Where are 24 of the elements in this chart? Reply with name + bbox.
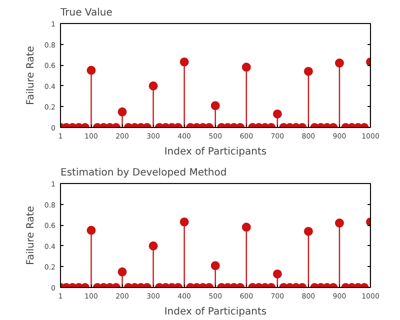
x-axis-title: Index of Participants bbox=[164, 146, 267, 158]
point bbox=[86, 226, 96, 235]
y-axis-title: Failure Rate bbox=[25, 206, 36, 266]
point bbox=[148, 81, 158, 90]
chart-title: Estimation by Developed Method bbox=[60, 168, 227, 178]
point bbox=[334, 218, 344, 228]
point bbox=[210, 101, 220, 110]
chart-title: True Value bbox=[60, 8, 112, 18]
point bbox=[242, 222, 251, 232]
point bbox=[86, 66, 96, 75]
y-axis-title: Failure Rate bbox=[25, 46, 36, 106]
point bbox=[148, 241, 158, 250]
point bbox=[118, 107, 127, 116]
point bbox=[118, 267, 127, 276]
x-axis-title: Index of Participants bbox=[164, 306, 267, 318]
point bbox=[210, 261, 220, 270]
point bbox=[242, 62, 251, 72]
point bbox=[272, 269, 282, 278]
point bbox=[304, 66, 313, 76]
point bbox=[304, 226, 313, 236]
point bbox=[334, 58, 344, 68]
point bbox=[180, 217, 189, 226]
point bbox=[180, 57, 189, 66]
point bbox=[272, 109, 282, 118]
